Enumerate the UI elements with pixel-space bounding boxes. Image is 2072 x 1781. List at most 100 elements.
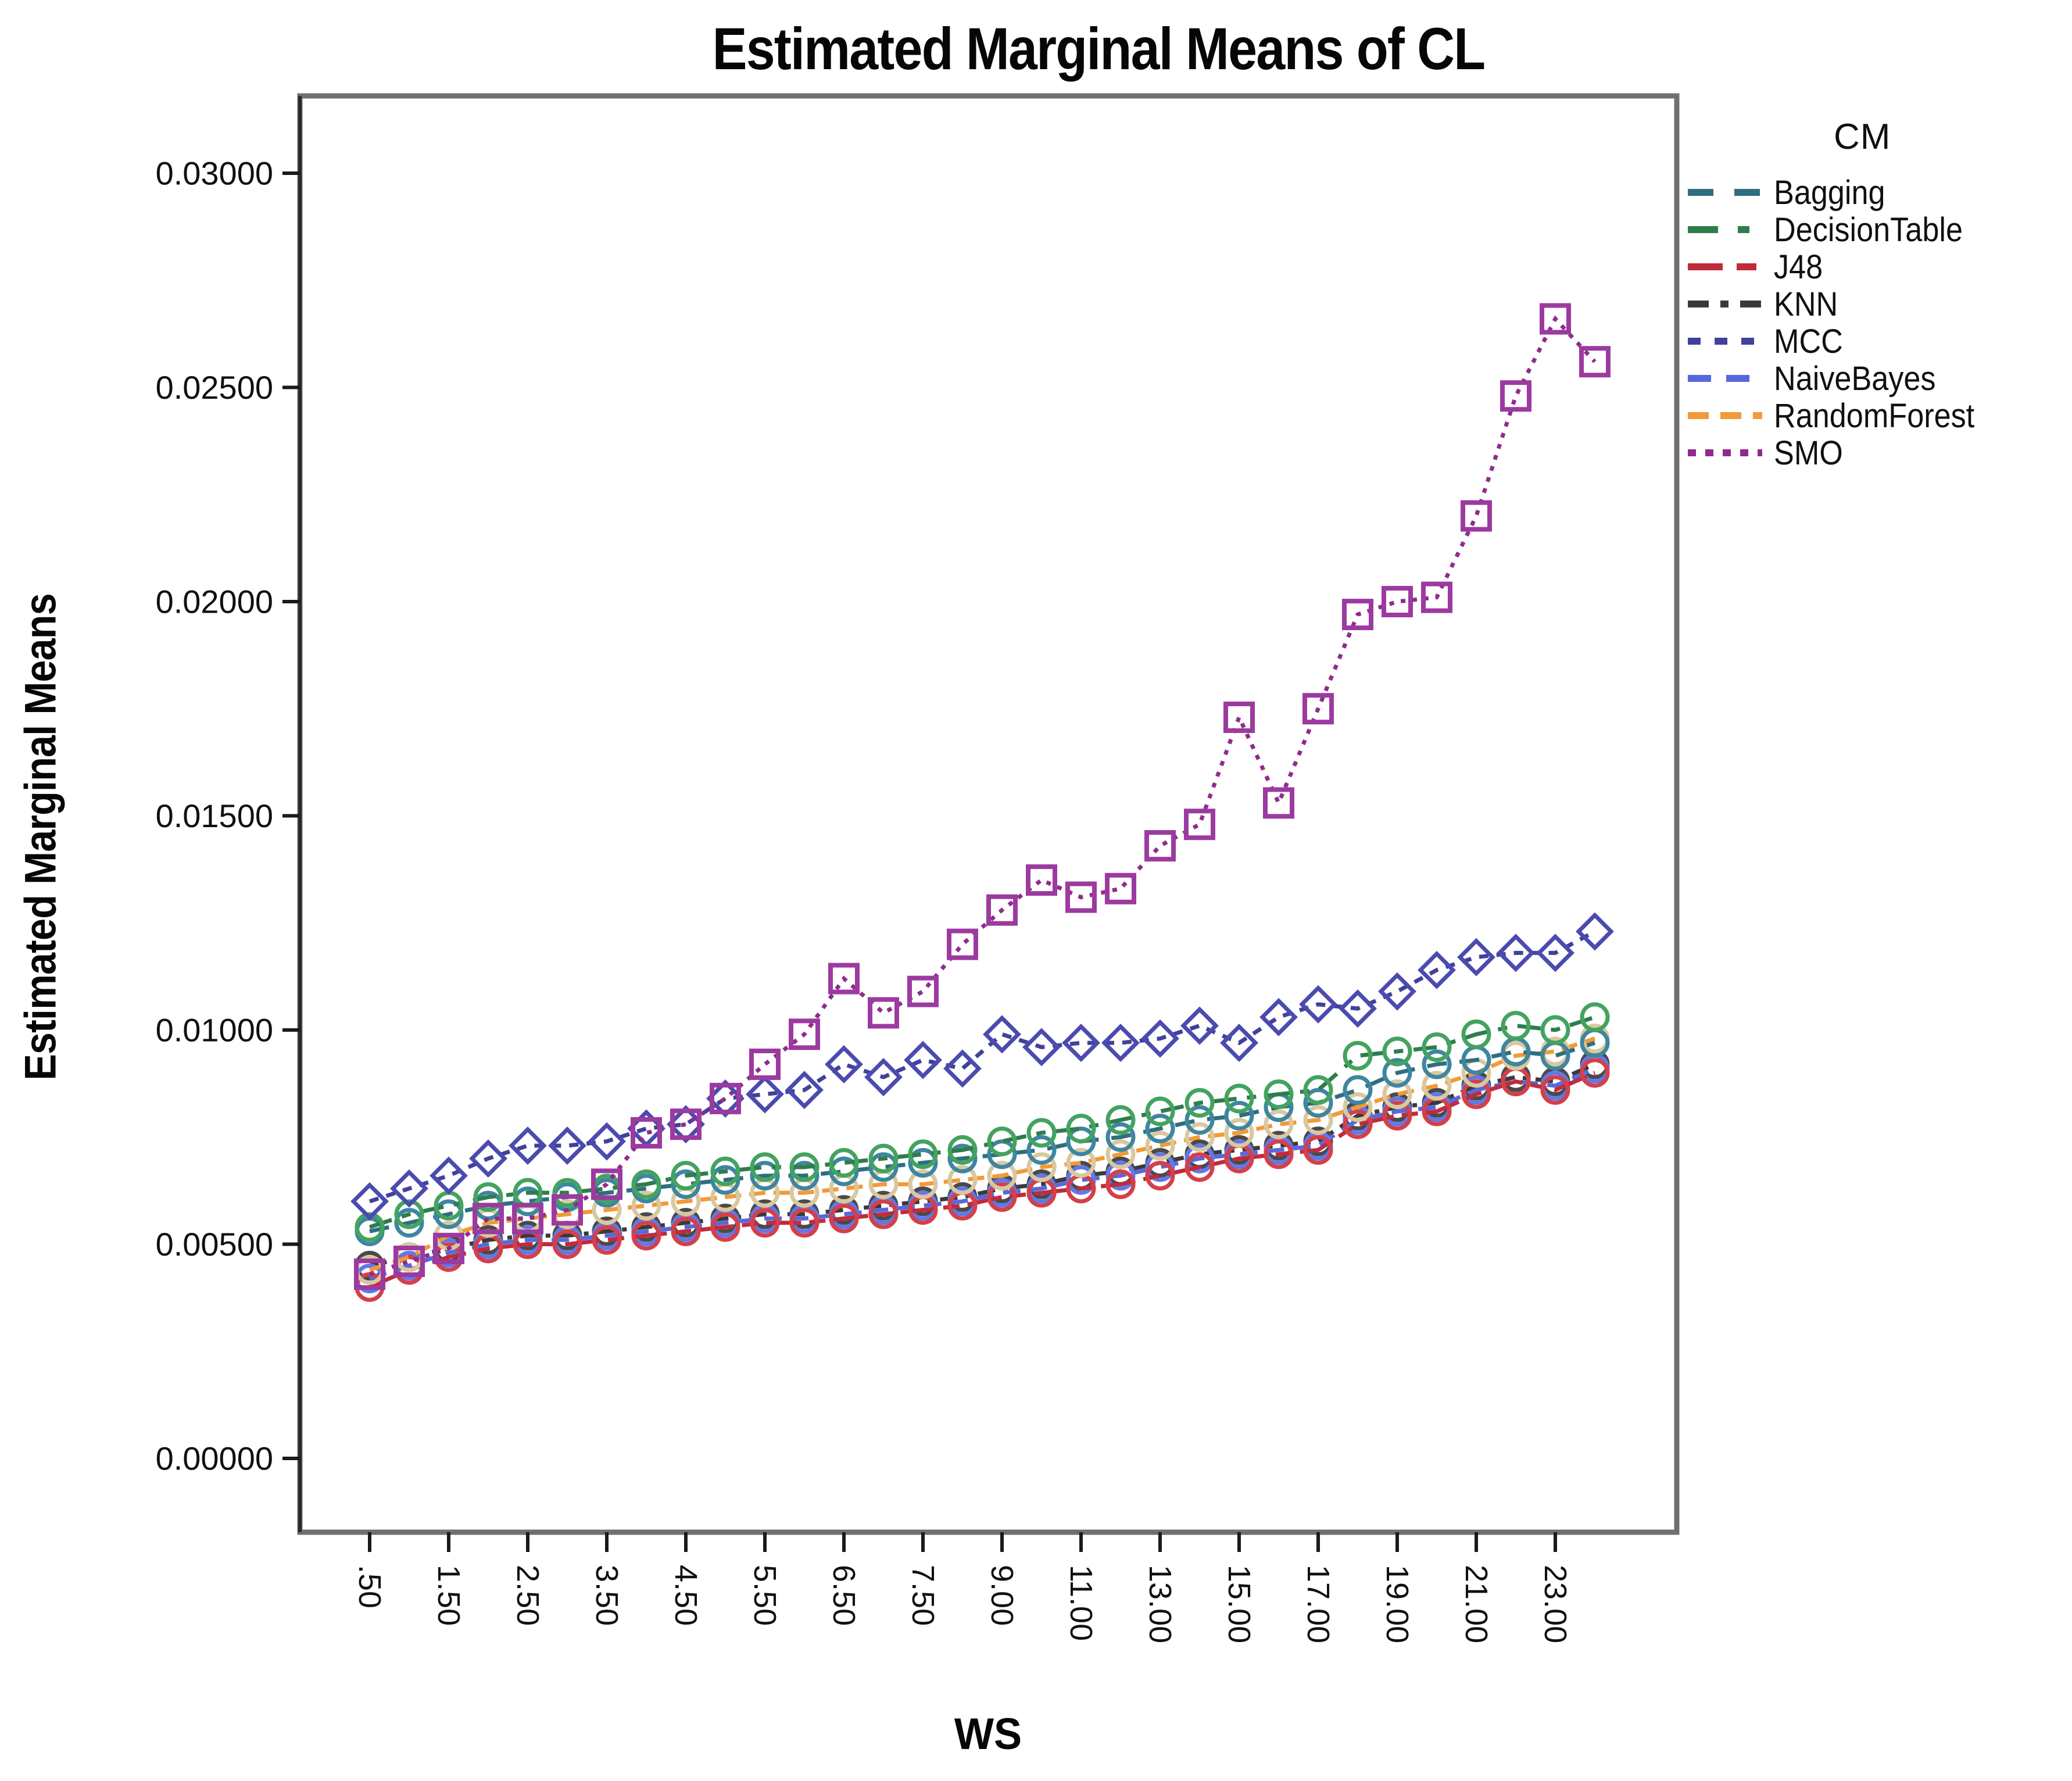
series-marker-Bagging — [394, 1208, 424, 1238]
series-marker-DecisionTable — [908, 1139, 938, 1170]
x-tick-label: 15.00 — [1222, 1565, 1257, 1643]
x-tick-label: 13.00 — [1143, 1565, 1178, 1643]
series-marker-RandomForest — [987, 1161, 1017, 1191]
series-marker-SMO — [512, 1203, 543, 1235]
series-marker-MCC — [983, 1015, 1021, 1054]
x-tick-label: 4.50 — [668, 1565, 703, 1626]
legend-label-SMO: SMO — [1774, 434, 1843, 472]
series-marker-SMO — [1579, 346, 1611, 378]
series-marker-Bagging — [829, 1156, 859, 1186]
series-marker-Bagging — [1224, 1100, 1254, 1131]
series-marker-J48 — [1461, 1079, 1491, 1110]
series-marker-DecisionTable — [1580, 1002, 1610, 1032]
series-marker-MCC — [350, 1182, 389, 1221]
series-marker-J48 — [1184, 1152, 1215, 1182]
series-marker-J48 — [552, 1229, 582, 1259]
series-marker-NaiveBayes — [1184, 1143, 1215, 1174]
series-marker-Bagging — [1105, 1122, 1136, 1152]
legend-item-SMO: SMO — [1683, 434, 2071, 472]
legend-swatch-NaiveBayes — [1688, 375, 1762, 382]
series-marker-DecisionTable — [1264, 1079, 1294, 1110]
series-marker-Bagging — [513, 1186, 543, 1217]
y-tick-label: 0.01000 — [156, 1012, 273, 1049]
y-tick-label: 0.00000 — [156, 1440, 273, 1477]
series-marker-MCC — [785, 1071, 824, 1110]
series-marker-DecisionTable — [473, 1182, 503, 1212]
series-marker-Bagging — [434, 1199, 464, 1229]
series-marker-J48 — [1343, 1109, 1373, 1139]
series-marker-SMO — [907, 975, 939, 1007]
series-marker-MCC — [943, 1049, 982, 1088]
legend-item-MCC: MCC — [1683, 323, 2071, 360]
series-marker-Bagging — [1343, 1075, 1373, 1105]
series-marker-SMO — [1342, 599, 1373, 631]
legend-item-RandomForest: RandomForest — [1683, 397, 2071, 435]
series-marker-NaiveBayes — [1066, 1165, 1096, 1195]
series-marker-J48 — [1540, 1075, 1570, 1105]
series-marker-MCC — [904, 1040, 942, 1079]
legend-label-NaiveBayes: NaiveBayes — [1774, 359, 1936, 398]
legend-item-DecisionTable: DecisionTable — [1683, 211, 2071, 249]
legend-label-Bagging: Bagging — [1774, 173, 1885, 212]
series-marker-MCC — [667, 1105, 705, 1144]
x-tick-label: 23.00 — [1538, 1565, 1573, 1643]
series-marker-MCC — [746, 1075, 784, 1114]
x-tick-label: 6.50 — [826, 1565, 861, 1626]
series-marker-DecisionTable — [552, 1178, 582, 1208]
series-marker-SMO — [1026, 864, 1057, 896]
series-marker-MCC — [1101, 1024, 1140, 1063]
series-marker-J48 — [710, 1212, 740, 1242]
series-marker-MCC — [390, 1169, 428, 1208]
series-marker-DecisionTable — [1026, 1118, 1057, 1148]
series-marker-DecisionTable — [750, 1152, 780, 1182]
series-line-MCC — [368, 929, 1596, 1204]
series-marker-SMO — [1263, 787, 1294, 819]
series-marker-RandomForest — [1382, 1079, 1412, 1110]
legend-title: CM — [1834, 117, 1891, 157]
series-line-SMO — [368, 315, 1597, 1276]
legend-rows: Bagging DecisionTable J48 KNN MCC NaiveBayes R… — [1683, 173, 2071, 472]
legend-label-MCC: MCC — [1774, 322, 1843, 360]
series-marker-MCC — [509, 1126, 547, 1165]
series-marker-MCC — [864, 1058, 903, 1097]
series-marker-MCC — [1022, 1028, 1061, 1067]
legend-item-Bagging: Bagging — [1683, 173, 2071, 212]
series-marker-SMO — [789, 1018, 820, 1050]
series-marker-MCC — [1378, 972, 1416, 1011]
legend-item-NaiveBayes: NaiveBayes — [1683, 359, 2071, 398]
series-marker-MCC — [1418, 950, 1456, 989]
x-tick-label: 19.00 — [1380, 1565, 1415, 1643]
legend-swatch-RandomForest — [1688, 412, 1762, 419]
series-marker-RandomForest — [1105, 1139, 1136, 1170]
series-marker-SMO — [1065, 881, 1097, 913]
series-marker-J48 — [671, 1216, 701, 1246]
chart-title: Estimated Marginal Means of CL — [712, 16, 1486, 82]
series-marker-J48 — [1580, 1058, 1610, 1088]
series-line-RandomForest — [368, 1036, 1596, 1272]
series-marker-Bagging — [1184, 1105, 1215, 1135]
series-marker-DecisionTable — [947, 1135, 978, 1165]
series-marker-MCC — [430, 1156, 468, 1195]
series-marker-SMO — [868, 997, 899, 1029]
x-tick-label: 1.50 — [431, 1565, 466, 1626]
series-marker-J48 — [1382, 1100, 1412, 1131]
legend-swatch-SMO — [1688, 449, 1762, 456]
series-marker-MCC — [1220, 1024, 1258, 1063]
plot-frame — [297, 93, 1680, 1535]
series-marker-RandomForest — [1184, 1122, 1215, 1152]
x-tick-label: 11.00 — [1064, 1565, 1098, 1641]
series-marker-J48 — [829, 1203, 859, 1233]
series-marker-J48 — [1105, 1169, 1136, 1199]
series-marker-MCC — [1259, 997, 1298, 1036]
series-marker-RandomForest — [1066, 1147, 1096, 1178]
series-marker-DecisionTable — [1105, 1105, 1136, 1135]
series-marker-DecisionTable — [1066, 1114, 1096, 1144]
series-marker-SMO — [947, 928, 978, 960]
series-marker-DecisionTable — [1422, 1032, 1452, 1062]
series-line-NaiveBayes — [368, 1067, 1596, 1281]
series-marker-Bagging — [671, 1169, 701, 1199]
series-marker-RandomForest — [947, 1165, 978, 1195]
series-marker-MCC — [706, 1079, 745, 1118]
series-marker-J48 — [1303, 1135, 1333, 1165]
